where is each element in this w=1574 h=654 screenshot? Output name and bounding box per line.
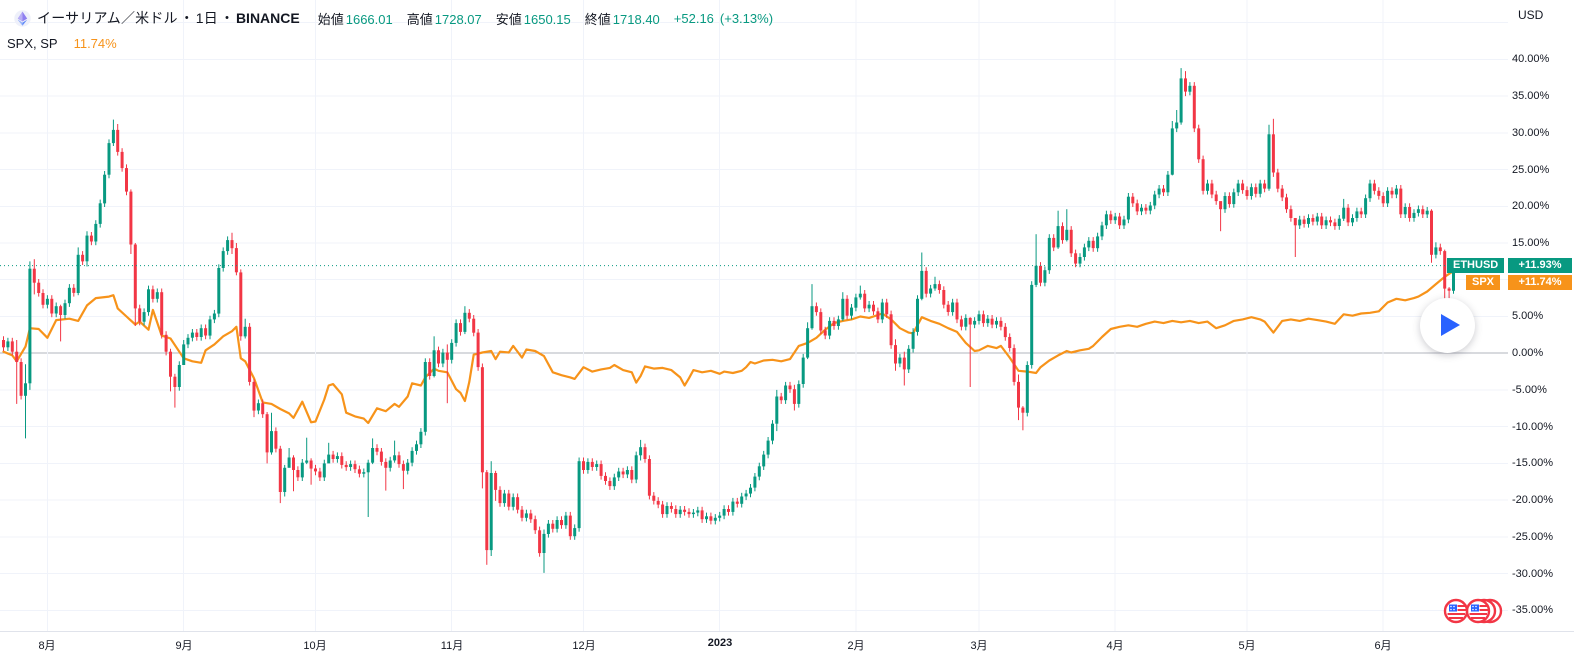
eth-candles-series [2, 68, 1455, 573]
eth-last-price-badge-value[interactable]: +11.93% [1508, 258, 1572, 273]
time-axis-tick: 11月 [440, 640, 464, 652]
eth-last-price-badge-label[interactable]: ETHUSD [1447, 258, 1505, 273]
separator: ・ [219, 10, 234, 26]
price-axis-tick: -5.00% [1512, 384, 1547, 396]
spx-last-price-badge-value[interactable]: +11.74% [1508, 275, 1572, 290]
low-label: 安値 [495, 11, 522, 27]
price-axis-tick: -35.00% [1512, 604, 1553, 616]
open-label: 始値 [317, 11, 344, 27]
play-icon [1441, 314, 1460, 336]
price-axis-tick: -15.00% [1512, 457, 1553, 469]
time-axis-tick: 4月 [1106, 640, 1124, 652]
price-axis-tick: 40.00% [1512, 53, 1550, 65]
chart-legend: イーサリアム／米ドル・ 1日・ BINANCE 始値 1666.01 高値 1728.0… [7, 6, 773, 54]
compare-symbol-label[interactable]: SPX, SP [7, 35, 58, 51]
price-axis-tick: 30.00% [1512, 127, 1550, 139]
high-label: 高値 [406, 11, 433, 27]
time-axis-tick: 5月 [1238, 640, 1256, 652]
time-axis-tick: 8月 [38, 640, 56, 652]
high-value: 1728.07 [434, 11, 482, 27]
ohlc-values: 始値 1666.01 高値 1728.07 安値 1650.15 終値 1718.40 … [318, 9, 773, 28]
price-axis-tick: 25.00% [1512, 164, 1550, 176]
price-axis-tick: 20.00% [1512, 200, 1550, 212]
data-source-flag-icons[interactable] [1438, 596, 1508, 628]
low-value: 1650.15 [523, 11, 571, 27]
open-value: 1666.01 [345, 11, 393, 27]
spx-line-series [2, 265, 1464, 425]
price-axis-tick: -30.00% [1512, 568, 1553, 580]
us-flag-icon-left [1443, 598, 1469, 624]
symbol-title[interactable]: イーサリアム／米ドル [37, 10, 178, 26]
price-axis-tick: 5.00% [1512, 310, 1544, 322]
time-axis-tick: 10月 [303, 640, 327, 652]
compare-legend-row[interactable]: SPX, SP 11.74% [7, 32, 773, 54]
spx-last-price-badge-label[interactable]: SPX [1466, 275, 1501, 290]
price-axis[interactable]: USD 40.00% 35.00% 30.00% 25.00% 20.00% 15.00%… [1509, 0, 1574, 631]
price-axis-tick: 0.00% [1512, 347, 1544, 359]
us-flag-icon-right [1465, 598, 1491, 624]
price-axis-tick: 35.00% [1512, 90, 1550, 102]
price-axis-tick: 15.00% [1512, 237, 1550, 249]
time-axis-tick: 12月 [572, 640, 596, 652]
go-to-realtime-button[interactable] [1420, 298, 1475, 353]
price-axis-tick: -20.00% [1512, 494, 1553, 506]
price-axis-tick: -10.00% [1512, 421, 1553, 433]
separator: ・ [179, 10, 194, 26]
change-value: +52.16 [673, 10, 714, 26]
change-percent: (+3.13%) [719, 10, 774, 26]
time-axis-tick: 2023 [707, 637, 733, 649]
time-axis[interactable]: 8月 9月 10月 11月 12月 2023 2月 3月 4月 5月 6月 [0, 631, 1574, 654]
currency-label: USD [1518, 8, 1544, 22]
price-chart-canvas[interactable] [0, 0, 1574, 631]
time-axis-tick: 2月 [847, 640, 865, 652]
interval-label[interactable]: 1日 [195, 10, 218, 26]
time-axis-tick: 9月 [175, 640, 193, 652]
price-axis-tick: -25.00% [1512, 531, 1553, 543]
exchange-label[interactable]: BINANCE [235, 10, 300, 26]
close-value: 1718.40 [612, 11, 660, 27]
compare-symbol-value: 11.74% [73, 35, 117, 51]
time-axis-tick: 3月 [970, 640, 988, 652]
close-label: 終値 [584, 11, 611, 27]
ethereum-icon [14, 9, 31, 27]
time-axis-tick: 6月 [1374, 640, 1392, 652]
symbol-legend-row[interactable]: イーサリアム／米ドル・ 1日・ BINANCE 始値 1666.01 高値 1728.0… [14, 6, 773, 30]
